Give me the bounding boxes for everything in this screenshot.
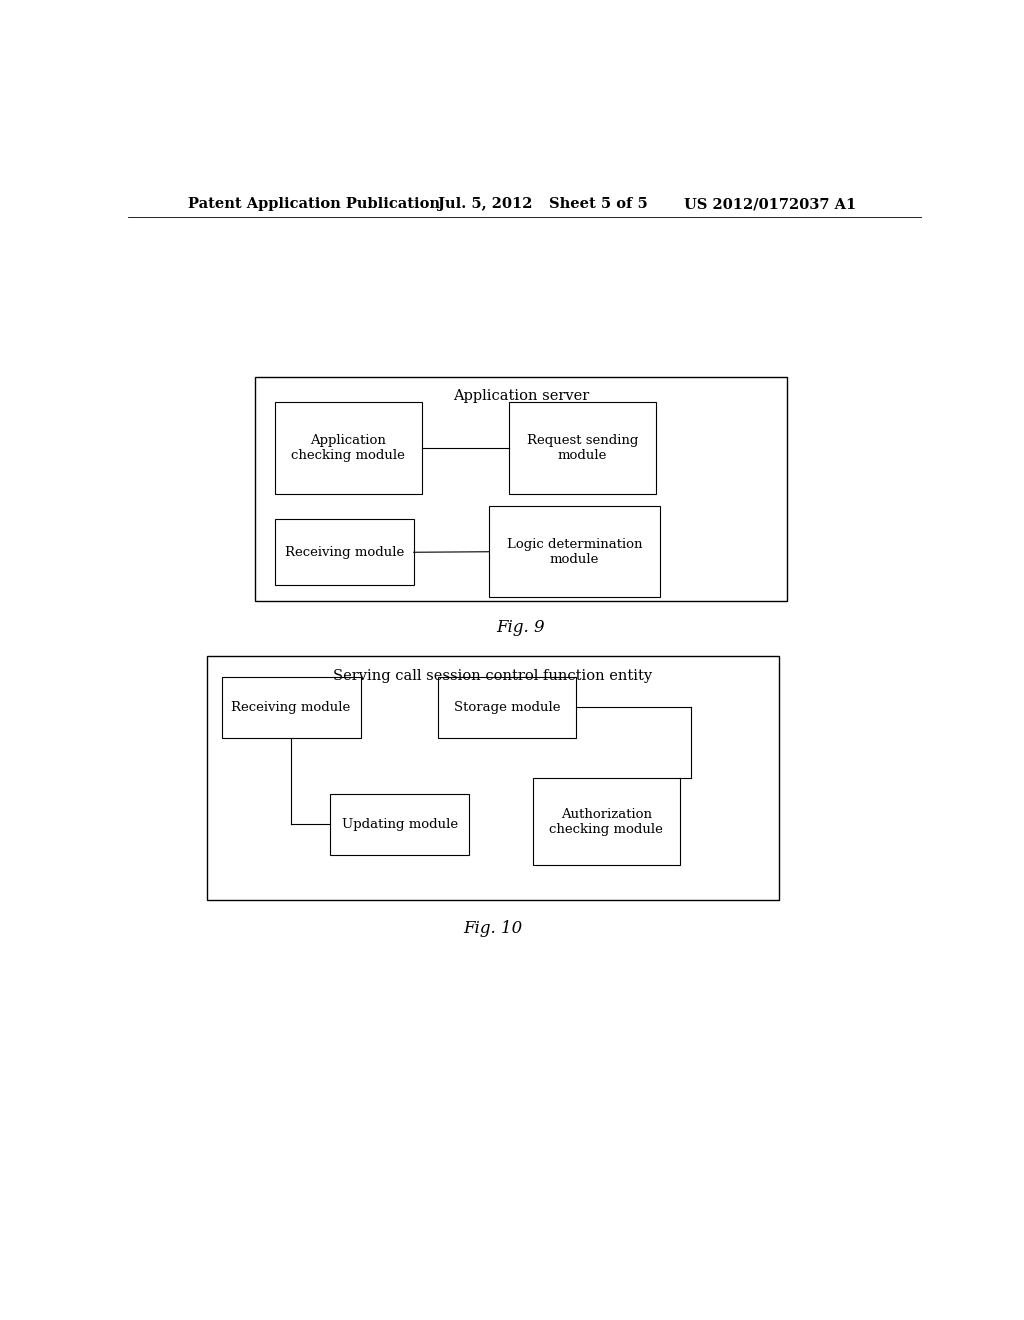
Text: Request sending
module: Request sending module [526, 434, 638, 462]
Text: Logic determination
module: Logic determination module [507, 537, 642, 566]
Text: Application server: Application server [453, 389, 589, 403]
Bar [437, 677, 577, 738]
Text: Receiving module: Receiving module [285, 545, 403, 558]
Bar [509, 403, 655, 494]
Text: Serving call session control function entity: Serving call session control function en… [334, 669, 652, 682]
Bar [221, 677, 360, 738]
Text: Updating module: Updating module [342, 817, 458, 830]
Text: Storage module: Storage module [454, 701, 560, 714]
Text: Fig. 10: Fig. 10 [464, 920, 522, 937]
Bar [331, 793, 469, 854]
Text: Receiving module: Receiving module [231, 701, 350, 714]
Bar [207, 656, 778, 900]
Bar [274, 403, 422, 494]
Text: US 2012/0172037 A1: US 2012/0172037 A1 [684, 197, 856, 211]
Text: Authorization
checking module: Authorization checking module [549, 808, 664, 836]
Text: Jul. 5, 2012: Jul. 5, 2012 [437, 197, 532, 211]
Bar [532, 779, 680, 865]
Text: Sheet 5 of 5: Sheet 5 of 5 [549, 197, 647, 211]
Bar [489, 506, 659, 598]
Bar [255, 378, 786, 601]
Text: Fig. 9: Fig. 9 [497, 619, 545, 636]
Text: Patent Application Publication: Patent Application Publication [187, 197, 439, 211]
Text: Application
checking module: Application checking module [291, 434, 406, 462]
Bar [274, 519, 414, 585]
